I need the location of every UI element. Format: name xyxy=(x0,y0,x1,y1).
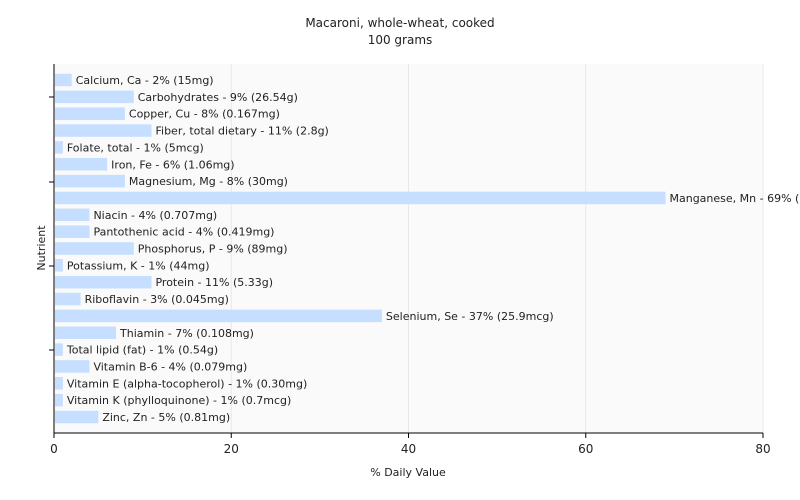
x-tick-label-4: 80 xyxy=(755,442,770,456)
bar-label-8: Niacin - 4% (0.707mg) xyxy=(93,209,217,222)
bar-label-20: Zinc, Zn - 5% (0.81mg) xyxy=(102,411,230,424)
bar-label-9: Pantothenic acid - 4% (0.419mg) xyxy=(93,226,274,239)
bar-10 xyxy=(55,242,134,255)
bar-20 xyxy=(55,410,99,424)
bar-8 xyxy=(55,208,90,222)
bar-2 xyxy=(55,107,125,120)
bar-label-5: Iron, Fe - 6% (1.06mg) xyxy=(111,158,234,171)
bar-label-18: Vitamin E (alpha-tocopherol) - 1% (0.30m… xyxy=(67,377,307,390)
bar-label-17: Vitamin B-6 - 4% (0.079mg) xyxy=(93,360,247,373)
bar-18 xyxy=(55,377,63,390)
bar-label-10: Phosphorus, P - 9% (89mg) xyxy=(138,243,288,256)
bar-label-1: Carbohydrates - 9% (26.54g) xyxy=(138,91,298,104)
bar-15 xyxy=(55,326,117,339)
bar-9 xyxy=(55,225,90,238)
gridlines xyxy=(230,64,764,433)
y-axis-label: Nutrient xyxy=(35,225,48,271)
bar-label-4: Folate, total - 1% (5mcg) xyxy=(67,141,204,154)
bar-label-0: Calcium, Ca - 2% (15mg) xyxy=(76,74,214,87)
bar-12 xyxy=(55,275,152,289)
x-tick-label-0: 0 xyxy=(50,442,58,456)
x-tick-label-3: 60 xyxy=(578,442,593,456)
axes-group xyxy=(49,64,764,438)
bar-label-13: Riboflavin - 3% (0.045mg) xyxy=(85,293,229,306)
bar-11 xyxy=(55,259,63,272)
bar-17 xyxy=(55,360,90,373)
bar-label-7: Manganese, Mn - 69% (1.379mg) xyxy=(670,192,800,205)
bar-0 xyxy=(55,73,72,87)
bar-13 xyxy=(55,292,81,306)
bar-label-11: Potassium, K - 1% (44mg) xyxy=(67,259,210,272)
x-tick-label-2: 40 xyxy=(401,442,416,456)
x-tick-labels: 0 20 40 60 80 xyxy=(50,442,770,456)
x-tick-label-1: 20 xyxy=(224,442,239,456)
chart-subtitle: 100 grams xyxy=(368,33,433,47)
bar-label-16: Total lipid (fat) - 1% (0.54g) xyxy=(66,344,218,357)
bar-labels-group: Calcium, Ca - 2% (15mg) Carbohydrates - 9… xyxy=(66,74,800,424)
x-axis-label: % Daily Value xyxy=(370,466,446,479)
bar-7 xyxy=(55,191,666,205)
bar-14 xyxy=(55,309,382,323)
bar-label-6: Magnesium, Mg - 8% (30mg) xyxy=(129,175,288,188)
bar-label-19: Vitamin K (phylloquinone) - 1% (0.7mcg) xyxy=(67,394,291,407)
bar-5 xyxy=(55,158,108,171)
bar-label-2: Copper, Cu - 8% (0.167mg) xyxy=(129,108,280,121)
bars-group xyxy=(55,73,666,424)
chart-title: Macaroni, whole-wheat, cooked xyxy=(305,16,494,30)
bar-19 xyxy=(55,393,63,407)
bar-label-12: Protein - 11% (5.33g) xyxy=(155,276,273,289)
bar-label-3: Fiber, total dietary - 11% (2.8g) xyxy=(155,125,328,138)
bar-label-15: Thiamin - 7% (0.108mg) xyxy=(119,327,254,340)
bar-6 xyxy=(55,174,125,188)
bar-label-14: Selenium, Se - 37% (25.9mcg) xyxy=(386,310,554,323)
bar-16 xyxy=(55,343,63,356)
bar-3 xyxy=(55,124,152,137)
bar-4 xyxy=(55,141,63,154)
bar-1 xyxy=(55,90,134,104)
